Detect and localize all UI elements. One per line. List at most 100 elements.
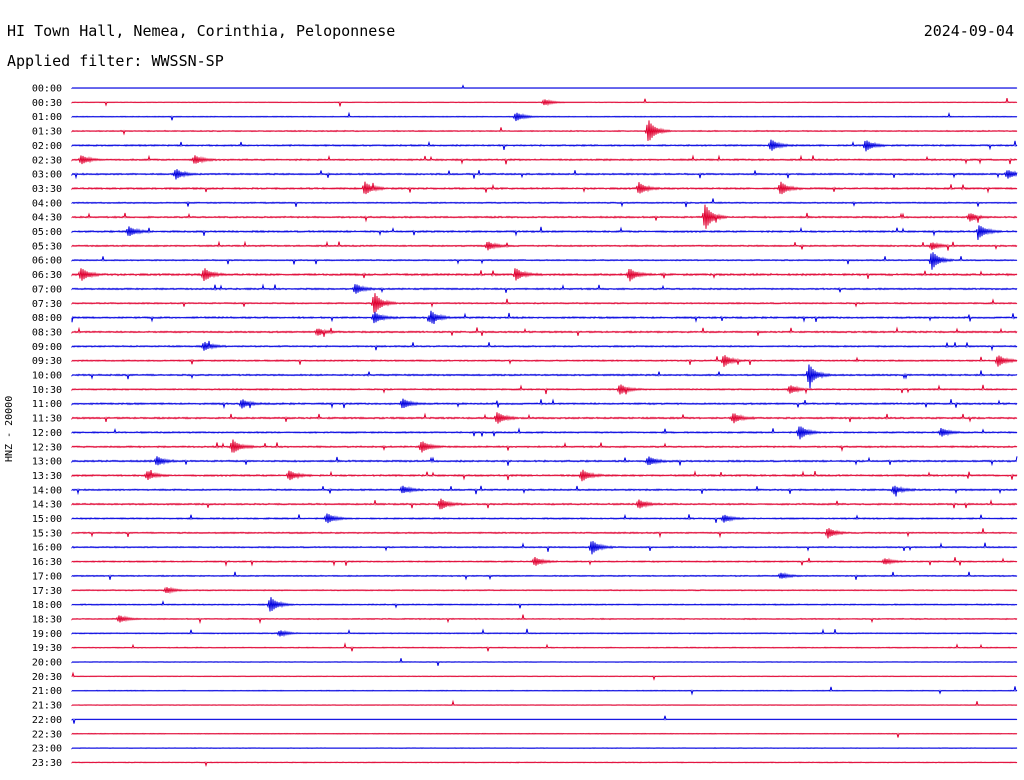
time-tick-label: 11:00 <box>32 399 62 410</box>
time-tick-label: 05:30 <box>32 241 62 252</box>
time-tick-label: 23:00 <box>32 744 62 755</box>
seismic-trace <box>71 642 1018 652</box>
seismic-trace <box>71 120 1018 141</box>
time-tick-label: 17:00 <box>32 571 62 582</box>
seismic-trace <box>71 355 1018 367</box>
time-tick-label: 03:00 <box>32 170 62 181</box>
time-tick-label: 20:30 <box>32 672 62 683</box>
seismic-trace <box>71 154 1018 165</box>
seismic-trace <box>71 628 1018 638</box>
time-tick-label: 13:00 <box>32 457 62 468</box>
time-tick-label: 08:30 <box>32 327 62 338</box>
seismic-trace <box>71 198 1018 208</box>
seismic-trace <box>71 715 1018 724</box>
seismic-trace <box>71 571 1018 581</box>
seismic-trace <box>71 225 1018 240</box>
time-tick-label: 20:00 <box>32 658 62 669</box>
time-tick-label: 06:30 <box>32 270 62 281</box>
time-tick-label: 23:30 <box>32 758 62 769</box>
seismic-trace <box>71 384 1018 395</box>
time-tick-label: 00:00 <box>32 84 62 95</box>
seismic-trace <box>71 283 1018 294</box>
time-tick-label: 15:00 <box>32 514 62 525</box>
time-tick-label: 17:30 <box>32 586 62 597</box>
seismic-trace <box>71 97 1018 107</box>
time-tick-label: 11:30 <box>32 414 62 425</box>
seismic-trace <box>71 240 1018 251</box>
seismic-trace <box>71 699 1018 707</box>
seismic-trace <box>71 732 1018 738</box>
time-tick-label: 14:00 <box>32 485 62 496</box>
seismic-trace <box>71 169 1018 180</box>
seismic-trace <box>71 528 1018 539</box>
time-tick-label: 04:30 <box>32 213 62 224</box>
seismic-trace <box>71 439 1018 453</box>
time-tick-label: 14:30 <box>32 500 62 511</box>
seismic-trace <box>71 310 1018 325</box>
time-tick-label: 12:00 <box>32 428 62 439</box>
time-tick-label: 16:00 <box>32 543 62 554</box>
seismic-trace <box>71 671 1018 681</box>
seismic-trace <box>71 111 1018 122</box>
time-tick-label: 19:00 <box>32 629 62 640</box>
time-tick-label: 18:30 <box>32 614 62 625</box>
seismic-trace <box>71 456 1018 467</box>
seismic-trace <box>71 426 1018 440</box>
time-tick-label: 13:30 <box>32 471 62 482</box>
seismic-trace <box>71 326 1018 337</box>
seismic-trace <box>71 268 1018 282</box>
time-tick-label: 09:00 <box>32 342 62 353</box>
station-title: HI Town Hall, Nemea, Corinthia, Peloponn… <box>7 22 396 40</box>
time-tick-label: 04:00 <box>32 198 62 209</box>
time-tick-label: 09:30 <box>32 356 62 367</box>
time-tick-label: 03:30 <box>32 184 62 195</box>
time-tick-label: 15:30 <box>32 528 62 539</box>
time-tick-label: 00:30 <box>32 98 62 109</box>
time-tick-label: 05:00 <box>32 227 62 238</box>
seismic-trace <box>71 498 1018 510</box>
time-tick-label: 18:00 <box>32 600 62 611</box>
time-tick-label: 10:30 <box>32 385 62 396</box>
seismic-trace <box>71 364 1018 389</box>
seismic-trace <box>71 586 1018 595</box>
time-tick-label: 12:30 <box>32 442 62 453</box>
seismic-trace <box>71 139 1018 152</box>
seismic-trace <box>71 84 1018 90</box>
time-tick-label: 07:30 <box>32 299 62 310</box>
time-tick-label: 22:00 <box>32 715 62 726</box>
time-tick-label: 01:30 <box>32 127 62 138</box>
time-tick-label: 08:00 <box>32 313 62 324</box>
time-tick-label: 16:30 <box>32 557 62 568</box>
seismic-trace <box>71 252 1018 270</box>
seismic-trace <box>71 658 1018 666</box>
seismic-trace <box>71 614 1018 625</box>
seismic-trace <box>71 469 1018 482</box>
time-tick-label: 10:00 <box>32 371 62 382</box>
time-tick-label: 21:30 <box>32 701 62 712</box>
seismic-trace <box>71 747 1018 750</box>
time-tick-label: 06:00 <box>32 256 62 267</box>
seismic-trace <box>71 485 1018 497</box>
time-tick-label: 19:30 <box>32 643 62 654</box>
seismic-trace <box>71 513 1018 524</box>
seismic-trace <box>71 761 1018 767</box>
seismic-trace <box>71 686 1018 696</box>
time-tick-label: 02:30 <box>32 155 62 166</box>
seismic-trace <box>71 541 1018 555</box>
time-tick-label: 02:00 <box>32 141 62 152</box>
seismic-trace <box>71 412 1018 424</box>
seismic-trace <box>71 181 1018 195</box>
seismic-trace <box>71 340 1018 352</box>
seismic-trace <box>71 597 1018 612</box>
seismic-trace <box>71 398 1018 409</box>
time-tick-label: 07:00 <box>32 284 62 295</box>
time-tick-label: 01:00 <box>32 112 62 123</box>
filter-label: Applied filter: WWSSN-SP <box>7 52 224 70</box>
time-tick-label: 21:00 <box>32 686 62 697</box>
seismic-trace <box>71 293 1018 313</box>
time-tick-label: 22:30 <box>32 729 62 740</box>
seismic-trace <box>71 557 1018 567</box>
seismic-trace <box>71 204 1018 229</box>
date-label: 2024-09-04 <box>923 22 1014 40</box>
